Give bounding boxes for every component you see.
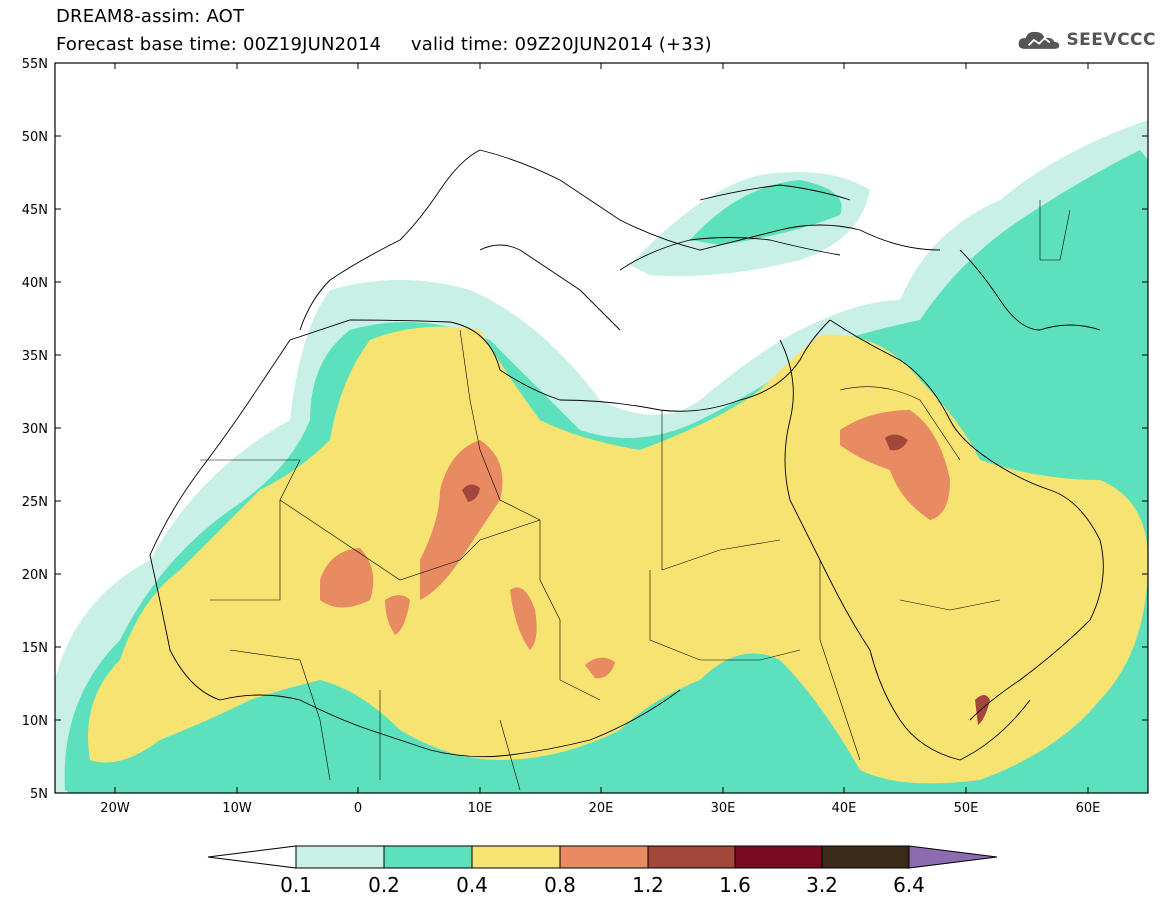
lon-tick-label: 20W <box>100 801 130 816</box>
colorbar-label: 0.4 <box>456 873 488 897</box>
map-title: DREAM8-assim: AOT <box>56 6 245 27</box>
latitude-axis: 55N 50N 45N 40N 35N 30N 25N 20N 15N 10N … <box>22 57 48 802</box>
longitude-axis: 20W 10W 0 10E 20E 30E 40E 50E 60E <box>100 801 1100 816</box>
lat-tick-label: 40N <box>22 276 48 291</box>
aot-contour-0.8f <box>840 410 950 520</box>
colorbar-bin <box>471 845 561 869</box>
aot-contour-0.8 <box>420 440 503 600</box>
colorbar-label: 6.4 <box>893 873 925 897</box>
aot-contour-0.8e <box>585 657 615 679</box>
lat-tick-label: 30N <box>22 422 48 437</box>
lat-tick-label: 45N <box>22 203 48 218</box>
colorbar-bin <box>295 845 385 869</box>
lat-tick-label: 25N <box>22 495 48 510</box>
aot-contour-1.2b <box>885 434 908 451</box>
aot-contour-1.2c <box>975 695 990 725</box>
colorbar-low-arrow <box>207 845 297 869</box>
lon-tick-label: 0 <box>354 801 362 816</box>
colorbar-label: 1.6 <box>719 873 751 897</box>
aot-contour-1.2 <box>462 484 480 502</box>
axis-ticks <box>55 62 1148 793</box>
lat-tick-label: 5N <box>30 787 48 802</box>
cloud-icon <box>1018 31 1060 49</box>
aot-contour-0.2b <box>690 180 842 245</box>
lat-tick-label: 35N <box>22 349 48 364</box>
colorbar-bin <box>383 845 473 869</box>
lat-tick-label: 50N <box>22 130 48 145</box>
valid-time: valid time: 09Z20JUN2014 (+33) <box>410 34 712 55</box>
colorbar-label: 0.8 <box>544 873 576 897</box>
colorbar-high-arrow <box>908 845 998 869</box>
lat-tick-label: 15N <box>22 641 48 656</box>
colorbar-bin <box>647 845 736 869</box>
colorbar-label: 0.2 <box>368 873 400 897</box>
colorbar-bin <box>734 845 823 869</box>
lat-tick-label: 20N <box>22 568 48 583</box>
lon-tick-label: 10W <box>222 801 252 816</box>
lon-tick-label: 10E <box>468 801 493 816</box>
time-info: Forecast base time: 00Z19JUN2014 valid t… <box>56 34 712 55</box>
aot-contour-0.8b <box>320 548 374 608</box>
colorbar-bin <box>559 845 649 869</box>
aot-contour-0.8d <box>510 587 537 650</box>
lon-tick-label: 50E <box>954 801 979 816</box>
forecast-base-time: Forecast base time: 00Z19JUN2014 <box>56 34 382 55</box>
lat-tick-label: 55N <box>22 57 48 72</box>
colorbar <box>207 845 998 869</box>
lon-tick-label: 40E <box>832 801 857 816</box>
lat-tick-label: 10N <box>22 714 48 729</box>
lon-tick-label: 60E <box>1076 801 1101 816</box>
borders <box>200 200 1071 791</box>
colorbar-label: 3.2 <box>806 873 838 897</box>
coastlines <box>149 149 1104 761</box>
colorbar-label: 1.2 <box>632 873 664 897</box>
colorbar-bin <box>821 845 910 869</box>
colorbar-label: 0.1 <box>280 873 312 897</box>
lon-tick-label: 30E <box>711 801 736 816</box>
lon-tick-label: 20E <box>589 801 614 816</box>
aot-contour-0.8c <box>385 595 410 635</box>
seevccc-logo: SEEVCCC <box>1016 25 1156 55</box>
map-border <box>54 62 1149 794</box>
aot-field <box>55 63 1148 793</box>
